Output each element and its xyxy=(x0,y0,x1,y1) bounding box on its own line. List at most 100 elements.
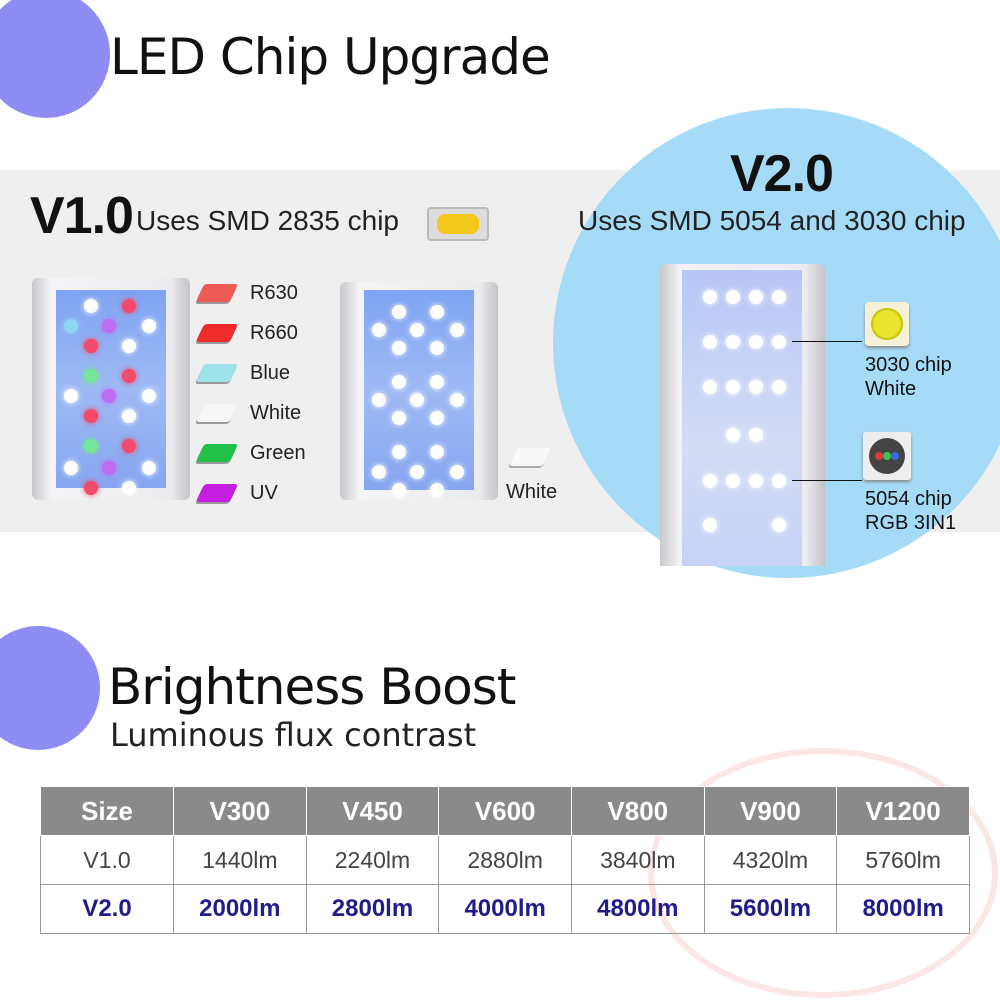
v1-subtitle: Uses SMD 2835 chip xyxy=(136,205,400,236)
table-cell: 2880lm xyxy=(438,835,572,885)
smd-5054-chip-icon xyxy=(863,432,911,480)
table-header: V600 xyxy=(438,786,572,836)
led-dot xyxy=(749,335,763,349)
led-dot xyxy=(84,299,98,313)
led-dot xyxy=(392,445,406,459)
legend-label: R630 xyxy=(250,281,298,304)
led-dot xyxy=(450,393,464,407)
led-dot xyxy=(749,428,763,442)
leader-line-5054 xyxy=(792,480,862,481)
led-dot xyxy=(430,445,444,459)
led-dot xyxy=(772,474,786,488)
led-dot xyxy=(392,375,406,389)
led-dot xyxy=(410,393,424,407)
section-title-brightness: Brightness Boost xyxy=(108,658,516,716)
v2-subtitle: Uses SMD 5054 and 3030 chip xyxy=(578,205,966,236)
led-dot xyxy=(726,335,740,349)
led-dot xyxy=(64,461,78,475)
led-dot xyxy=(772,335,786,349)
led-dot xyxy=(122,369,136,383)
led-dot xyxy=(84,439,98,453)
led-dot xyxy=(726,380,740,394)
table-header-row: Size V300 V450 V600 V800 V900 V1200 xyxy=(40,786,970,836)
led-dot xyxy=(392,483,406,497)
table-cell: 5600lm xyxy=(703,884,838,934)
chip-5054-line2: RGB 3IN1 xyxy=(865,512,957,534)
led-dot xyxy=(410,323,424,337)
table-cell: V2.0 xyxy=(40,884,174,934)
led-dot xyxy=(703,474,717,488)
smd-2835-chip-icon xyxy=(427,207,489,241)
table-cell: 8000lm xyxy=(836,884,970,934)
led-dot xyxy=(64,319,78,333)
led-dot xyxy=(430,341,444,355)
table-header: V300 xyxy=(173,786,307,836)
led-dot xyxy=(703,290,717,304)
chip-3030-label: 3030 chip White xyxy=(865,353,952,401)
led-dot xyxy=(726,428,740,442)
led-dot xyxy=(122,339,136,353)
table-cell: V1.0 xyxy=(40,835,174,885)
led-dot xyxy=(772,518,786,532)
led-dot xyxy=(772,380,786,394)
led-dot xyxy=(430,305,444,319)
legend-chip-icon xyxy=(195,364,239,382)
table-cell: 1440lm xyxy=(173,835,307,885)
led-dot xyxy=(84,481,98,495)
table-header: V450 xyxy=(305,786,440,836)
accent-circle-bottom xyxy=(0,626,100,750)
legend-item-r630: R630 xyxy=(195,278,298,308)
legend-label: Green xyxy=(250,441,306,464)
table-row: V1.0 1440lm 2240lm 2880lm 3840lm 4320lm … xyxy=(40,835,970,885)
section-title-chip-upgrade: LED Chip Upgrade xyxy=(110,28,551,86)
led-dot xyxy=(703,380,717,394)
led-dot xyxy=(749,380,763,394)
table-header: V800 xyxy=(570,786,705,836)
legend-chip-icon xyxy=(195,444,239,462)
led-dot xyxy=(102,461,116,475)
legend-chip-icon xyxy=(195,284,239,302)
led-dot xyxy=(392,305,406,319)
legend-item-green: Green xyxy=(195,438,306,468)
panel-face xyxy=(682,270,802,566)
smd-3030-chip-icon xyxy=(865,302,909,346)
led-dot xyxy=(372,323,386,337)
white-chip-label: White xyxy=(506,481,558,503)
led-dot xyxy=(122,439,136,453)
legend-chip-icon xyxy=(195,404,239,422)
led-dot xyxy=(450,323,464,337)
led-dot xyxy=(372,393,386,407)
table-cell: 2000lm xyxy=(173,884,307,934)
legend-item-uv: UV xyxy=(195,478,278,508)
legend-label: Blue xyxy=(250,361,291,384)
led-dot xyxy=(102,319,116,333)
led-dot xyxy=(450,465,464,479)
v2-light-panel xyxy=(660,264,825,566)
table-header: Size xyxy=(40,786,174,836)
led-dot xyxy=(122,481,136,495)
table-cell: 2240lm xyxy=(305,835,440,885)
led-dot xyxy=(703,518,717,532)
table-cell: 5760lm xyxy=(836,835,970,885)
led-dot xyxy=(372,465,386,479)
table-cell: 4000lm xyxy=(438,884,572,934)
led-dot xyxy=(84,369,98,383)
table-header: V1200 xyxy=(836,786,970,836)
led-dot xyxy=(749,290,763,304)
led-dot xyxy=(122,409,136,423)
led-dot xyxy=(430,375,444,389)
v1-light-panel-white xyxy=(340,282,498,500)
legend-item-blue: Blue xyxy=(195,358,291,388)
legend-label: UV xyxy=(250,481,278,504)
led-dot xyxy=(64,389,78,403)
table-cell: 2800lm xyxy=(305,884,440,934)
table-cell: 4320lm xyxy=(703,835,838,885)
legend-item-white: White xyxy=(195,398,301,428)
led-dot xyxy=(703,335,717,349)
led-dot xyxy=(392,411,406,425)
leader-line-3030 xyxy=(792,341,862,342)
led-dot xyxy=(410,465,424,479)
v1-title: V1.0 xyxy=(30,187,134,245)
led-dot xyxy=(84,339,98,353)
chip-5054-line1: 5054 chip xyxy=(865,488,952,510)
